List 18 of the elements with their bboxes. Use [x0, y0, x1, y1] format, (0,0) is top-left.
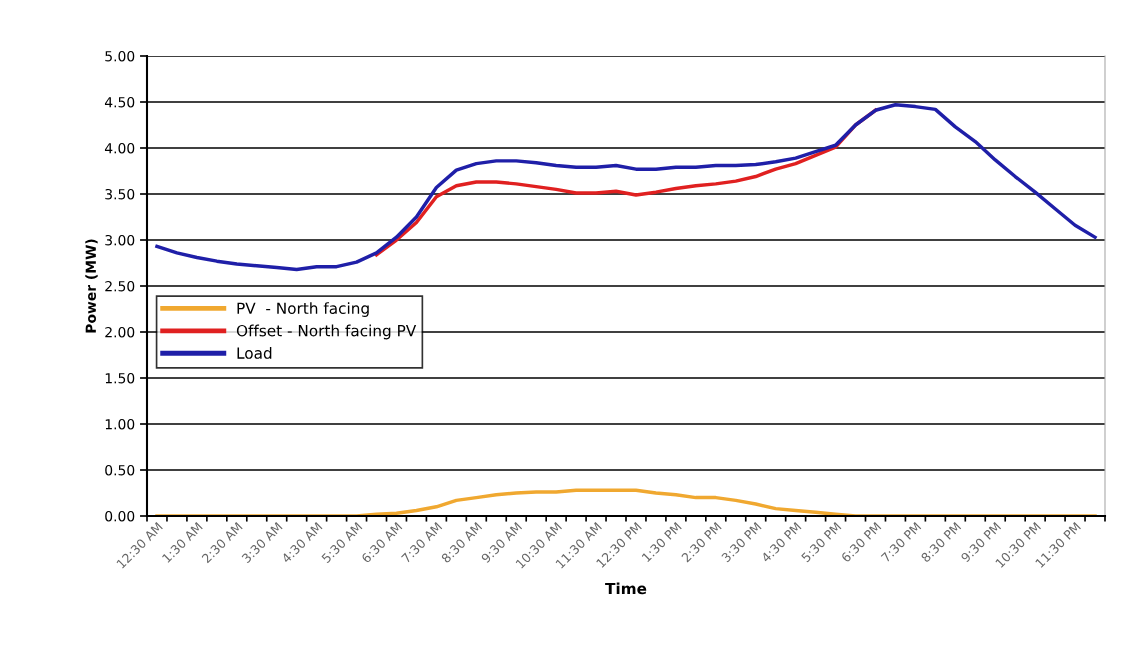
y-tick-label: 3.00 — [105, 234, 135, 246]
y-tick-label: 0.00 — [105, 510, 135, 522]
x-axis-title: Time — [605, 582, 647, 595]
y-tick-label: 3.50 — [105, 188, 135, 200]
legend-label: Offset - North facing PV — [236, 324, 417, 340]
y-tick-label: 5.00 — [105, 50, 135, 62]
y-tick-label: 1.50 — [105, 372, 135, 384]
y-tick-label: 2.50 — [105, 280, 135, 292]
y-tick-label: 2.00 — [105, 326, 135, 338]
legend-label: Load — [237, 347, 272, 359]
y-tick-label: 1.00 — [105, 418, 135, 430]
line-series — [155, 488, 1097, 516]
y-tick-label: 0.50 — [105, 464, 135, 476]
y-tick-label: 4.50 — [104, 96, 135, 108]
y-axis-title: Power (MW) — [85, 239, 98, 333]
y-tick-label: 4.00 — [104, 142, 135, 154]
line-series — [155, 103, 1097, 272]
legend-label: PV - North facing — [237, 302, 369, 317]
